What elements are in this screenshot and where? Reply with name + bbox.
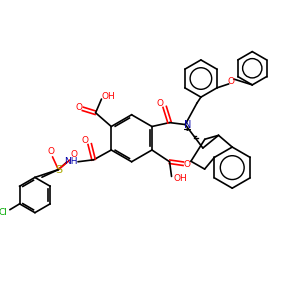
Text: NH: NH (64, 157, 78, 166)
Text: O: O (184, 160, 191, 169)
Text: O: O (81, 136, 88, 145)
Text: O: O (47, 148, 54, 157)
Text: Cl: Cl (0, 208, 8, 217)
Text: O: O (75, 103, 82, 112)
Text: S: S (55, 165, 62, 175)
Text: O: O (156, 98, 163, 107)
Text: OH: OH (101, 92, 115, 101)
Text: N: N (184, 119, 191, 130)
Text: OH: OH (173, 174, 187, 183)
Text: O: O (227, 77, 234, 86)
Text: O: O (70, 150, 78, 159)
